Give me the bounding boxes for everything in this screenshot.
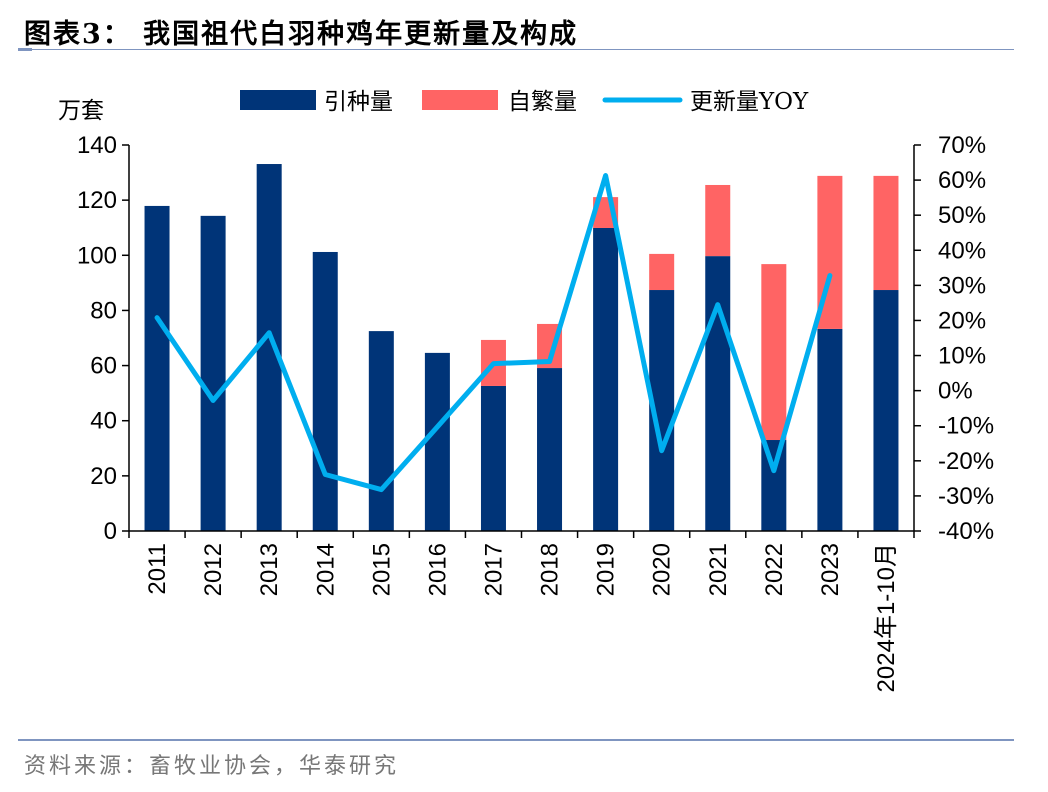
right-tick-label: 30% xyxy=(938,272,986,299)
legend-swatch-self-bred xyxy=(422,90,498,110)
x-tick-label: 2016 xyxy=(424,543,451,596)
x-tick-label: 2019 xyxy=(593,543,620,596)
bar-self-bred xyxy=(705,184,731,257)
x-tick-label: 2012 xyxy=(200,543,227,596)
x-tick-label: 2021 xyxy=(705,543,732,596)
left-tick-label: 40 xyxy=(90,408,117,435)
bar-introduced xyxy=(200,215,226,531)
bar-introduced xyxy=(144,205,170,531)
x-tick-label: 2015 xyxy=(368,543,395,596)
right-tick-label: 70% xyxy=(938,132,986,159)
axes-layer: 0 20 40 60 80 100 120 140 -40% -30% -20% -10% 0% 10% 2… xyxy=(77,132,994,692)
bars-layer xyxy=(144,164,899,532)
right-tick-label: -30% xyxy=(938,483,994,510)
x-tick-label: 2013 xyxy=(256,543,283,596)
x-tick-label: 2011 xyxy=(144,543,171,595)
x-tick-label: 2022 xyxy=(761,543,788,596)
right-tick-label: 50% xyxy=(938,202,986,229)
bar-introduced xyxy=(368,331,394,531)
legend-swatch-introduced xyxy=(240,90,316,110)
bar-introduced xyxy=(817,328,843,531)
x-tick-label: 2018 xyxy=(537,543,564,596)
left-tick-label: 120 xyxy=(77,187,117,214)
x-tick-label: 2020 xyxy=(649,543,676,596)
left-tick-label: 60 xyxy=(90,353,117,380)
title-divider-accent xyxy=(18,48,32,51)
legend: 引种量 自繁量 更新量YOY xyxy=(240,89,809,115)
right-tick-label: 60% xyxy=(938,167,986,194)
footer-divider xyxy=(18,739,1014,741)
left-tick-label: 20 xyxy=(90,463,117,490)
source-note: 资料来源：畜牧业协会，华泰研究 xyxy=(24,754,400,779)
right-tick-label: -20% xyxy=(938,448,994,475)
right-tick-label: -10% xyxy=(938,413,994,440)
bar-self-bred xyxy=(761,264,787,441)
bar-introduced xyxy=(593,227,619,532)
bar-introduced xyxy=(424,352,450,531)
x-tick-label: 2017 xyxy=(480,543,507,596)
bar-introduced xyxy=(705,256,731,531)
x-tick-label: 2014 xyxy=(312,543,339,596)
bar-introduced xyxy=(761,440,787,531)
right-tick-label: 20% xyxy=(938,307,986,334)
bar-introduced xyxy=(312,251,338,531)
bar-self-bred xyxy=(649,253,675,291)
x-tick-label: 2024年1-10月 xyxy=(873,543,900,692)
bar-self-bred xyxy=(873,175,899,291)
legend-label-self-bred: 自繁量 xyxy=(508,89,577,115)
bar-introduced xyxy=(256,164,282,531)
right-tick-label: -40% xyxy=(938,518,994,545)
bar-introduced xyxy=(480,385,506,531)
legend-label-introduced: 引种量 xyxy=(324,89,393,115)
left-tick-label: 140 xyxy=(77,132,117,159)
left-tick-label: 80 xyxy=(90,297,117,324)
legend-label-yoy: 更新量YOY xyxy=(690,89,809,115)
right-tick-label: 0% xyxy=(938,378,973,405)
bar-introduced xyxy=(873,290,899,531)
right-tick-label: 40% xyxy=(938,237,986,264)
y-axis-unit-label: 万套 xyxy=(58,98,104,124)
left-tick-label: 0 xyxy=(104,518,117,545)
left-tick-label: 100 xyxy=(77,242,117,269)
x-tick-label: 2023 xyxy=(817,543,844,596)
right-tick-label: 10% xyxy=(938,343,986,370)
bar-introduced xyxy=(537,368,563,531)
title-divider xyxy=(18,49,1014,50)
chart-title: 图表3： 我国祖代白羽种鸡年更新量及构成 xyxy=(24,19,579,50)
yoy-line-layer xyxy=(154,173,833,493)
